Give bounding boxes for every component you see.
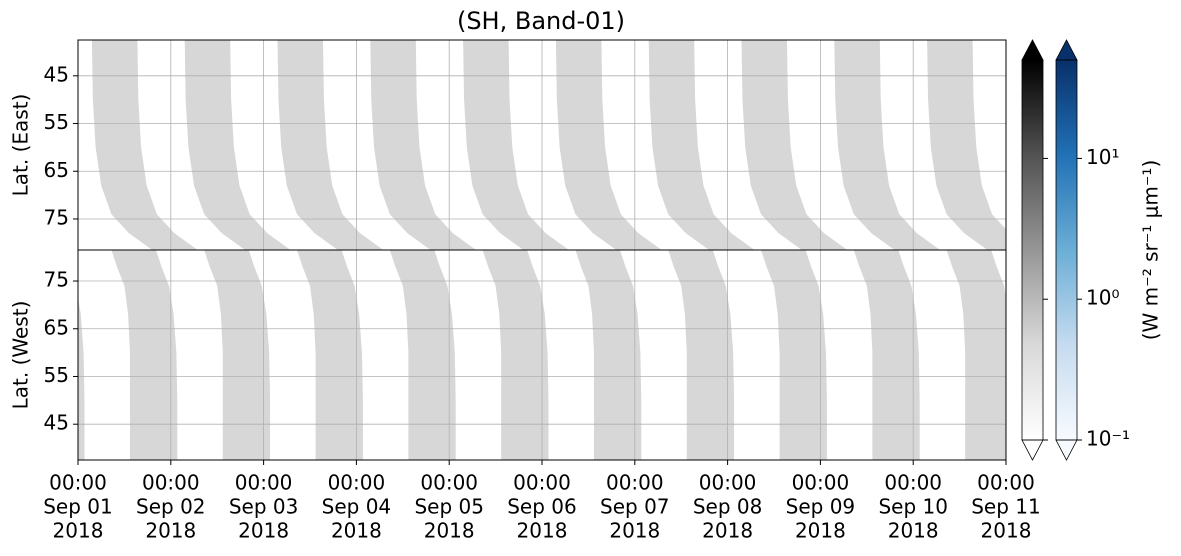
x-tick-label: Sep 03 [229,495,299,519]
colorbar-frame [1055,59,1078,441]
colorbar-frame [1021,59,1044,441]
plot-area [91,40,1006,250]
x-tick-label: 00:00 [699,471,757,495]
plot-area [78,250,1006,460]
x-tick-label: Sep 05 [414,495,484,519]
colorbar-extend-bottom [1055,439,1078,461]
x-tick-label: 00:00 [606,471,664,495]
swath [91,40,198,250]
x-tick-label: 00:00 [513,471,571,495]
swath [668,250,735,460]
x-tick-label: 2018 [53,519,104,543]
colorbar-tick-label: 10⁻¹ [1086,427,1130,451]
x-tick-label: Sep 01 [43,495,113,519]
swath [946,250,1006,460]
x-tick-label: 00:00 [235,471,293,495]
swath [111,250,178,460]
swath [463,40,569,250]
swath [575,250,642,460]
x-tick-label: Sep 11 [971,495,1041,519]
x-tick-label: 00:00 [142,471,200,495]
swath [297,250,363,460]
y-tick-label: 45 [44,62,69,86]
x-tick-label: Sep 02 [136,495,206,519]
y-tick-label: 55 [44,110,69,134]
x-tick-label: 2018 [424,519,475,543]
y-tick-label: 45 [44,411,69,435]
swath [761,250,827,460]
x-tick-label: Sep 04 [322,495,392,519]
x-tick-label: Sep 10 [878,495,948,519]
x-tick-label: Sep 06 [507,495,577,519]
swath [204,250,271,460]
x-tick-label: 2018 [609,519,660,543]
colorbar-extend-top [1055,39,1078,61]
colorbar [1056,60,1077,440]
colorbar-extend-bottom [1021,439,1044,461]
swath [927,40,1006,250]
swath [555,40,662,250]
x-tick-label: 2018 [331,519,382,543]
x-tick-label: 00:00 [884,471,942,495]
swath [834,40,941,250]
swath [277,40,384,250]
colorbar-tick-label: 10¹ [1086,145,1119,169]
swath [853,250,920,460]
colorbar [1022,60,1043,440]
y-tick-label: 65 [44,158,69,182]
y-tick-label: 75 [44,268,69,292]
x-tick-label: 2018 [702,519,753,543]
x-tick-label: 2018 [238,519,289,543]
swath [482,250,549,460]
y-axis-label: Lat. (East) [9,94,33,197]
x-tick-label: 2018 [795,519,846,543]
x-tick-label: 00:00 [420,471,478,495]
x-tick-label: 2018 [981,519,1032,543]
x-tick-label: 00:00 [328,471,386,495]
x-tick-label: Sep 08 [693,495,763,519]
y-axis-label: Lat. (West) [9,301,33,410]
x-tick-label: 2018 [145,519,196,543]
chart-title: (SH, Band-01) [457,7,625,35]
swath [78,297,85,460]
x-tick-label: Sep 07 [600,495,670,519]
colorbar-extend-top [1021,39,1044,61]
colorbar-label: (W m⁻² sr⁻¹ μm⁻¹) [1139,160,1163,341]
swath [184,40,291,250]
swath [370,40,477,250]
x-tick-label: 00:00 [49,471,107,495]
x-tick-label: 2018 [517,519,568,543]
y-tick-label: 65 [44,315,69,339]
colorbar-tick-label: 10⁰ [1086,286,1119,310]
x-tick-label: 00:00 [977,471,1035,495]
x-tick-label: 2018 [888,519,939,543]
swath [741,40,848,250]
swath [389,250,456,460]
x-tick-label: Sep 09 [786,495,856,519]
y-tick-label: 75 [44,205,69,229]
y-tick-label: 55 [44,363,69,387]
swath [648,40,755,250]
x-tick-label: 00:00 [792,471,850,495]
